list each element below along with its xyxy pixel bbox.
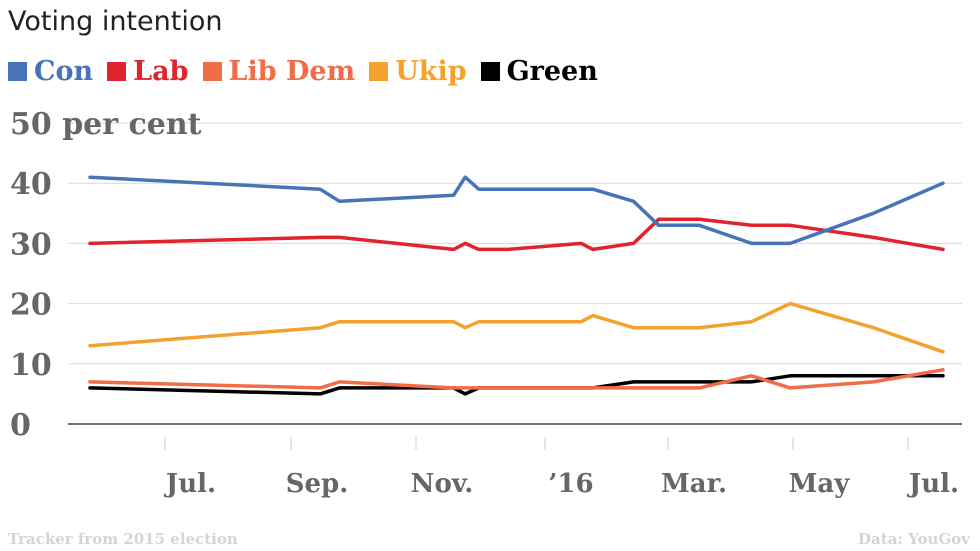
- y-tick-label: 30: [10, 227, 52, 262]
- series-line-lib-dem: [88, 368, 945, 390]
- legend-label-green: Green: [506, 56, 598, 87]
- x-tick-label: Mar.: [661, 469, 727, 499]
- legend-swatch-lib-dem: [202, 62, 222, 81]
- legend-swatch-green: [480, 62, 500, 81]
- y-tick-label: 0: [10, 408, 31, 443]
- x-tick-label: Jul.: [164, 469, 216, 499]
- x-tick-label: ’16: [548, 469, 593, 499]
- legend-swatch-ukip: [369, 62, 389, 81]
- legend-label-con: Con: [34, 56, 94, 87]
- x-tick-label: May: [789, 469, 851, 499]
- legend-item-lab: Lab: [107, 56, 189, 87]
- data-credit: Data: YouGov: [858, 530, 970, 548]
- legend-swatch-lab: [107, 62, 127, 81]
- legend-item-green: Green: [480, 56, 598, 87]
- legend-item-ukip: Ukip: [369, 56, 467, 87]
- y-axis-ticks: 0 10 20 30 40 50 per cent: [10, 107, 202, 443]
- legend-label-lab: Lab: [133, 56, 189, 87]
- x-tick-label: Sep.: [286, 469, 349, 499]
- legend-item-lib-dem: Lib Dem: [202, 56, 356, 87]
- x-tick-label: Jul.: [907, 469, 959, 499]
- legend-item-con: Con: [8, 56, 93, 87]
- legend-swatch-con: [8, 62, 27, 81]
- series-line-con: [88, 175, 945, 246]
- y-tick-label: 40: [10, 167, 52, 202]
- legend-label-ukip: Ukip: [395, 56, 467, 87]
- gridlines: [68, 122, 962, 425]
- source-note: Tracker from 2015 election: [8, 530, 238, 548]
- series-lines: [88, 175, 945, 396]
- y-axis-top-label: 50 per cent: [10, 107, 202, 142]
- y-tick-label: 10: [10, 348, 52, 383]
- x-axis-ticks: Jul. Sep. Nov. ’16 Mar. May Jul.: [164, 437, 959, 499]
- series-line-lab: [88, 217, 945, 252]
- y-tick-label: 20: [10, 288, 52, 323]
- chart-title: Voting intention: [8, 6, 223, 37]
- series-line-ukip: [88, 301, 945, 354]
- legend: Con Lab Lib Dem Ukip Green: [8, 56, 612, 87]
- x-tick-label: Nov.: [411, 469, 474, 499]
- legend-label-lib-dem: Lib Dem: [228, 56, 356, 87]
